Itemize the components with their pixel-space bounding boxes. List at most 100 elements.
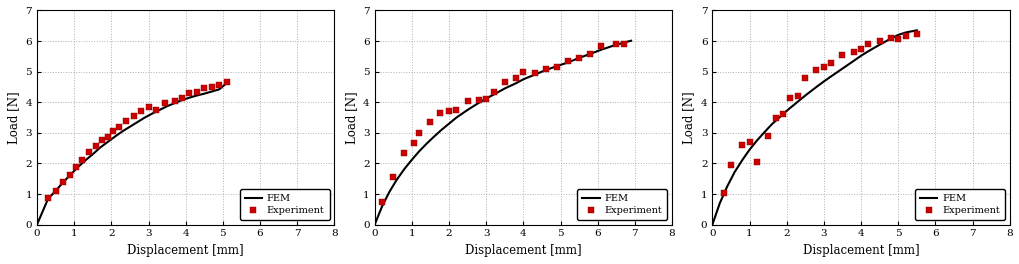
FEM — [175, 98, 187, 102]
FEM — [161, 105, 173, 108]
FEM — [183, 96, 196, 99]
Experiment — [550, 65, 562, 69]
Experiment — [198, 86, 210, 89]
Experiment — [57, 181, 69, 184]
Experiment — [498, 81, 511, 84]
FEM — [116, 130, 128, 133]
Experiment — [70, 166, 83, 169]
FEM — [450, 116, 463, 119]
FEM — [213, 88, 225, 91]
Experiment — [573, 56, 585, 59]
Experiment — [910, 33, 922, 36]
Y-axis label: Load [N]: Load [N] — [7, 91, 20, 144]
FEM — [102, 140, 114, 144]
Experiment — [768, 116, 781, 119]
FEM — [383, 190, 395, 193]
FEM — [872, 43, 884, 46]
Experiment — [112, 125, 124, 128]
Experiment — [397, 151, 410, 154]
FEM — [772, 116, 785, 119]
FEM — [883, 37, 896, 40]
Experiment — [716, 191, 729, 194]
Experiment — [539, 67, 551, 70]
Experiment — [776, 113, 789, 116]
FEM — [584, 52, 596, 55]
Experiment — [861, 43, 873, 46]
FEM — [487, 93, 499, 96]
FEM — [168, 102, 180, 105]
Experiment — [450, 108, 463, 111]
Y-axis label: Load [N]: Load [N] — [344, 91, 358, 144]
Experiment — [127, 114, 140, 117]
Experiment — [220, 81, 232, 84]
Experiment — [824, 62, 837, 65]
FEM — [42, 197, 54, 200]
FEM — [836, 67, 848, 70]
Experiment — [143, 105, 155, 109]
Experiment — [854, 47, 866, 50]
Experiment — [413, 131, 425, 134]
Experiment — [899, 34, 911, 37]
FEM — [539, 69, 551, 72]
Legend: FEM, Experiment: FEM, Experiment — [239, 189, 329, 220]
Line: FEM: FEM — [711, 30, 916, 225]
Y-axis label: Load [N]: Load [N] — [682, 91, 695, 144]
Experiment — [817, 65, 829, 69]
FEM — [472, 101, 484, 105]
FEM — [788, 103, 800, 106]
Experiment — [442, 110, 454, 113]
X-axis label: Displacement [mm]: Displacement [mm] — [802, 244, 918, 257]
Experiment — [183, 92, 196, 95]
FEM — [154, 108, 166, 111]
FEM — [798, 94, 810, 97]
Experiment — [798, 77, 810, 80]
Experiment — [120, 120, 132, 123]
Experiment — [761, 134, 773, 138]
FEM — [123, 125, 136, 128]
Experiment — [791, 94, 803, 97]
FEM — [720, 185, 733, 188]
FEM — [390, 178, 403, 181]
FEM — [757, 131, 769, 134]
FEM — [64, 173, 76, 176]
Experiment — [750, 160, 762, 163]
FEM — [198, 92, 210, 95]
Experiment — [872, 39, 884, 43]
FEM — [561, 61, 574, 64]
Line: FEM: FEM — [374, 41, 631, 225]
Experiment — [561, 59, 574, 63]
FEM — [146, 112, 158, 115]
FEM — [442, 122, 454, 125]
Line: Experiment: Experiment — [379, 41, 627, 205]
Experiment — [42, 196, 54, 199]
FEM — [109, 135, 121, 138]
FEM — [376, 205, 388, 208]
Experiment — [517, 70, 529, 73]
FEM — [480, 97, 492, 100]
FEM — [728, 171, 740, 174]
Experiment — [609, 43, 622, 46]
X-axis label: Displacement [mm]: Displacement [mm] — [127, 244, 244, 257]
Experiment — [424, 121, 436, 124]
Experiment — [883, 36, 896, 40]
FEM — [765, 123, 777, 126]
FEM — [406, 158, 418, 161]
Experiment — [159, 102, 171, 105]
Experiment — [480, 97, 492, 100]
Experiment — [784, 96, 796, 99]
FEM — [736, 159, 748, 162]
FEM — [809, 85, 821, 88]
Experiment — [618, 43, 630, 46]
FEM — [139, 116, 151, 119]
Experiment — [206, 85, 218, 88]
Experiment — [376, 200, 388, 203]
Experiment — [168, 99, 180, 102]
FEM — [87, 153, 99, 156]
FEM — [510, 82, 522, 85]
FEM — [743, 148, 755, 151]
Experiment — [725, 163, 737, 167]
Experiment — [472, 98, 484, 101]
FEM — [206, 90, 218, 93]
FEM — [606, 44, 619, 48]
Experiment — [743, 140, 755, 144]
